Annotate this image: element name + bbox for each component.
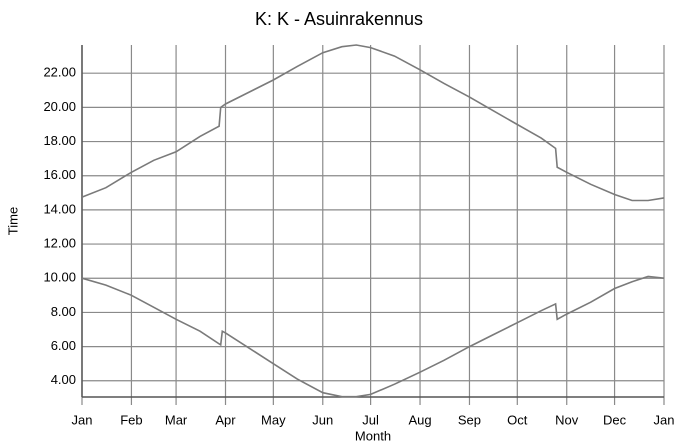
y-tick-label: 18.00 <box>43 133 76 148</box>
x-tick-label: Jan <box>72 412 93 427</box>
x-tick-label: Mar <box>165 412 188 427</box>
y-tick-label: 6.00 <box>51 338 76 353</box>
x-tick-label: Feb <box>120 412 142 427</box>
x-tick-label: Oct <box>507 412 528 427</box>
x-tick-label: May <box>261 412 286 427</box>
series-line <box>81 275 665 398</box>
x-tick-label: Sep <box>458 412 481 427</box>
y-tick-label: 22.00 <box>43 65 76 80</box>
y-axis-label: Time <box>5 207 20 235</box>
y-tick-label: 8.00 <box>51 304 76 319</box>
x-tick-label: Nov <box>555 412 579 427</box>
chart-title: K: K - Asuinrakennus <box>255 9 423 29</box>
x-tick-label: Apr <box>215 412 236 427</box>
y-tick-label: 4.00 <box>51 372 76 387</box>
x-tick-label: Jun <box>312 412 333 427</box>
x-tick-label: Aug <box>408 412 431 427</box>
y-tick-label: 12.00 <box>43 236 76 251</box>
y-tick-label: 20.00 <box>43 99 76 114</box>
y-tick-label: 16.00 <box>43 167 76 182</box>
x-tick-label: Jan <box>654 412 675 427</box>
series-line <box>81 44 665 202</box>
y-tick-label: 14.00 <box>43 201 76 216</box>
x-tick-label: Dec <box>603 412 627 427</box>
x-axis-label: Month <box>355 428 391 443</box>
y-tick-label: 10.00 <box>43 270 76 285</box>
x-tick-label: Jul <box>362 412 379 427</box>
